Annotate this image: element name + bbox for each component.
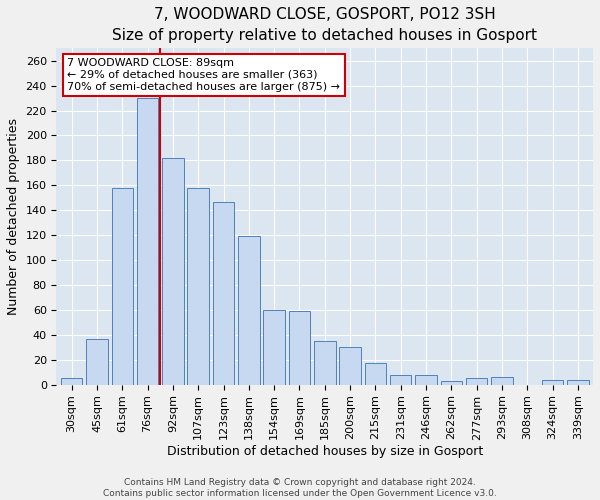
Text: Contains HM Land Registry data © Crown copyright and database right 2024.
Contai: Contains HM Land Registry data © Crown c…	[103, 478, 497, 498]
Bar	[112, 188, 133, 384]
Bar	[491, 377, 512, 384]
Bar	[213, 202, 234, 384]
Title: 7, WOODWARD CLOSE, GOSPORT, PO12 3SH
Size of property relative to detached house: 7, WOODWARD CLOSE, GOSPORT, PO12 3SH Siz…	[112, 7, 537, 43]
Bar	[415, 374, 437, 384]
Text: 7 WOODWARD CLOSE: 89sqm
← 29% of detached houses are smaller (363)
70% of semi-d: 7 WOODWARD CLOSE: 89sqm ← 29% of detache…	[67, 58, 340, 92]
Bar	[340, 348, 361, 385]
Bar	[289, 311, 310, 384]
Bar	[440, 381, 462, 384]
Bar	[365, 364, 386, 384]
Bar	[61, 378, 82, 384]
Bar	[263, 310, 285, 384]
Bar	[187, 188, 209, 384]
Bar	[390, 374, 412, 384]
Bar	[567, 380, 589, 384]
X-axis label: Distribution of detached houses by size in Gosport: Distribution of detached houses by size …	[167, 445, 483, 458]
Bar	[86, 338, 108, 384]
Bar	[542, 380, 563, 384]
Bar	[466, 378, 487, 384]
Bar	[137, 98, 158, 384]
Bar	[162, 158, 184, 384]
Y-axis label: Number of detached properties: Number of detached properties	[7, 118, 20, 315]
Bar	[238, 236, 260, 384]
Bar	[314, 341, 335, 384]
